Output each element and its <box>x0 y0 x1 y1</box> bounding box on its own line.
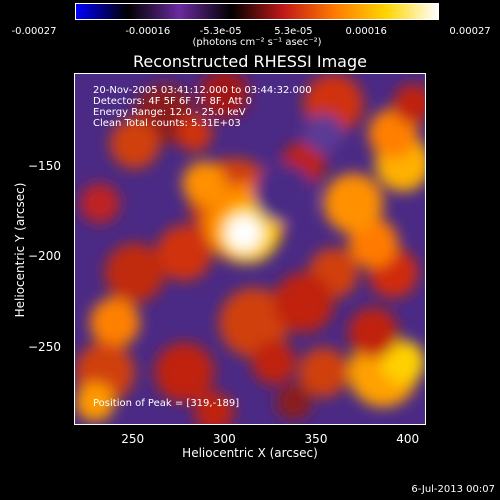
heatmap-blob <box>194 392 235 424</box>
heatmap-blob <box>251 340 296 385</box>
heatmap-blob <box>75 382 115 423</box>
heatmap-blob <box>381 340 425 385</box>
colorbar-tick-label: 0.00027 <box>449 26 491 37</box>
colorbar <box>75 3 439 20</box>
info-detectors: Detectors: 4F 5F 6F 7F 8F, Att 0 <box>93 96 253 107</box>
colorbar-tick-label: 0.00016 <box>345 26 387 37</box>
heatmap-blob <box>182 161 227 206</box>
x-tick-label: 250 <box>121 432 145 446</box>
info-total-counts: Clean Total counts: 5.31E+03 <box>93 118 241 129</box>
heatmap-blob <box>109 118 160 169</box>
heatmap-blob <box>303 113 344 154</box>
colorbar-tick-label: 5.3e-05 <box>274 26 313 37</box>
heatmap-plot <box>74 73 426 425</box>
y-tick-label: −250 <box>28 339 61 354</box>
heatmap-blob <box>275 384 312 421</box>
y-tick-label: −150 <box>28 158 61 173</box>
heatmap-blob <box>156 225 213 281</box>
x-tick-label: 350 <box>304 432 328 446</box>
x-tick-label: 300 <box>212 432 236 446</box>
heatmap-blob <box>89 297 140 348</box>
peak-position-label: Position of Peak = [319,-189] <box>93 398 240 409</box>
info-energy-range: Energy Range: 12.0 - 25.0 keV <box>93 107 246 118</box>
info-time-range: 20-Nov-2005 03:41:12.000 to 03:44:32.000 <box>93 85 312 96</box>
heatmap-blob <box>273 272 334 333</box>
y-tick-label: −200 <box>28 249 61 264</box>
heatmap-blob <box>393 83 425 124</box>
heatmap-blob <box>226 215 262 251</box>
colorbar-tick-label: -0.00027 <box>11 26 57 37</box>
heatmap-blob <box>348 307 399 358</box>
chart-title: Reconstructed RHESSI Image <box>133 52 367 71</box>
colorbar-tick-label: -5.3e-05 <box>199 26 242 37</box>
heatmap-blob <box>199 74 249 119</box>
timestamp-footer: 6-Jul-2013 00:07 <box>411 484 495 495</box>
heatmap-blob <box>176 115 213 152</box>
x-tick-label: 400 <box>396 432 420 446</box>
heatmap-blob <box>79 183 120 224</box>
colorbar-units-label: (photons cm⁻² s⁻¹ asec⁻²) <box>192 37 322 48</box>
heatmap-blob <box>154 342 215 403</box>
heatmap-blob <box>104 243 165 303</box>
heatmap-blob <box>298 347 349 398</box>
heatmap-blob <box>323 173 384 234</box>
y-axis-label: Heliocentric Y (arcsec) <box>13 182 27 318</box>
heatmap-blob <box>253 163 314 224</box>
colorbar-tick-label: -0.00016 <box>125 26 171 37</box>
x-axis-label: Heliocentric X (arcsec) <box>182 446 318 460</box>
heatmap-blob <box>219 287 289 358</box>
